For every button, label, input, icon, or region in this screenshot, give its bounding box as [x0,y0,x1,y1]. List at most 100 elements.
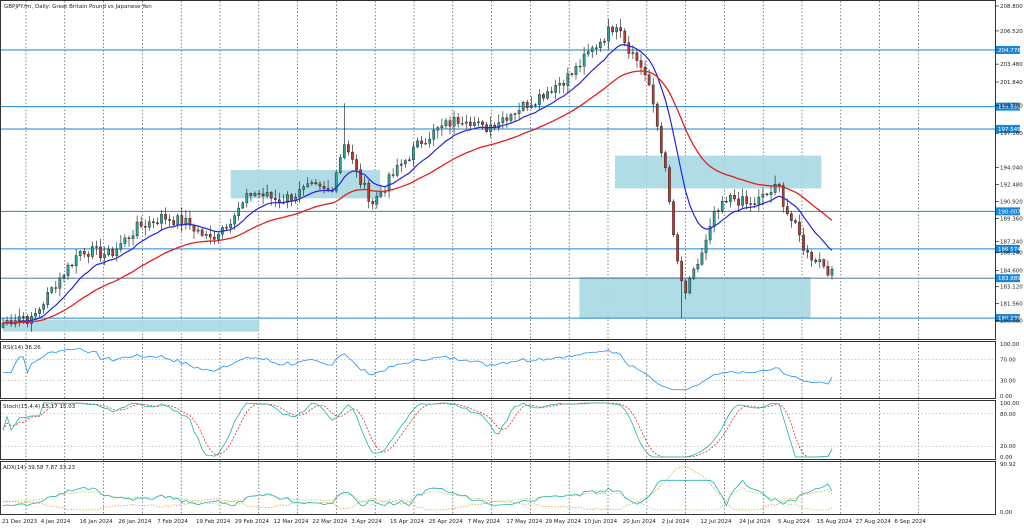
candle-body [729,195,732,202]
rsi-tick-label: 100.00 [1000,342,1020,348]
candle-body [245,193,249,204]
candle-body [119,243,123,250]
candle-body [830,269,834,276]
candle-body [509,114,513,121]
stoch-pane-frame [0,400,996,460]
x-axis-label: 29 Feb 2024 [235,519,270,525]
candle-body [42,304,45,310]
x-axis-label: 21 Dec 2023 [2,519,38,525]
x-axis-label: 25 Apr 2024 [429,519,464,525]
level-price-label: 180.239 [998,316,1021,322]
candle-body [448,120,452,127]
adx-plus-di-line [2,486,833,511]
candle-body [432,129,436,140]
zone-aug-lower [579,276,811,319]
candle-body [318,183,322,187]
candle-body [529,104,533,108]
candle-body [95,246,98,248]
candle-body [269,192,273,199]
candle-body [176,215,180,225]
x-axis-label: 16 Jan 2024 [80,519,113,525]
candle-body [367,182,371,202]
candle-body [156,222,159,224]
level-price-label: 190.007 [998,209,1021,215]
candle-body [229,223,232,228]
candle-body [745,196,748,204]
candle-body [501,117,505,123]
candle-body [794,220,797,223]
candle-body [737,198,740,206]
candle-body [107,249,110,256]
level-price-label: 204.776 [998,48,1021,54]
candle-body [355,159,358,170]
candle-body [74,255,78,267]
candle-body [391,174,395,176]
x-axis-label: 27 Aug 2024 [856,519,892,525]
candle-body [395,165,399,176]
candle-body [769,192,773,195]
candle-body [497,122,501,129]
candle-body [554,85,557,93]
candle-body [338,157,342,173]
candle-body [54,287,58,289]
candle-body [826,266,830,276]
candle-body [785,206,789,215]
y-tick-label: 206.520 [1000,29,1023,35]
y-tick-label: 183.120 [1000,285,1023,291]
candle-body [188,218,192,226]
candle-body [672,201,675,236]
y-tick-label: 180.000 [1000,319,1023,325]
moving-averages [2,44,833,324]
candle-body [818,259,822,262]
candle-body [513,113,517,115]
y-tick-label: 189.360 [1000,216,1023,222]
candle-body [379,192,383,197]
x-axis-label: 20 Jun 2024 [623,519,657,525]
candle-body [546,91,549,99]
stoch-tick-label: 100.00 [1000,401,1020,407]
candle-body [639,60,643,68]
candle-body [363,182,366,185]
candle-body [123,237,127,244]
candle-body [103,254,106,259]
candle-body [655,103,659,127]
candle-body [566,73,570,86]
candle-body [505,117,509,121]
candle-body [521,101,525,111]
y-tick-label: 201.840 [1000,80,1023,86]
candle-body [603,40,606,43]
y-axis-labels: 204.776 199.590 197.549 190.007 186.574 183.8… [995,4,1023,516]
candle-body [111,249,115,257]
candle-body [343,144,346,158]
candle-body [704,239,708,254]
candle-body [347,144,350,153]
candle-body [91,246,94,257]
candle-body [180,215,184,226]
candle-body [62,275,66,279]
candle-body [810,251,813,261]
candle-body [306,183,310,187]
candle-body [387,174,391,192]
candle-body [542,94,545,99]
candle-body [599,41,602,48]
candle-body [241,202,245,209]
y-tick-label: 203.480 [1000,62,1023,68]
candle-body [139,221,143,227]
candle-body [143,226,147,228]
rsi-line [3,348,833,391]
adx-line [2,479,833,507]
candles-layer [1,18,834,332]
candle-body [46,292,50,305]
candle-body [517,110,521,114]
candle-body [50,287,54,293]
stoch-tick-label: 80.00 [1000,412,1016,418]
rsi-pane-frame [0,341,996,399]
x-axis-label: 17 May 2024 [506,519,542,525]
zone-mar-apr [230,169,381,199]
candle-body [70,264,74,267]
candle-body [586,51,590,55]
candle-body [781,185,785,207]
